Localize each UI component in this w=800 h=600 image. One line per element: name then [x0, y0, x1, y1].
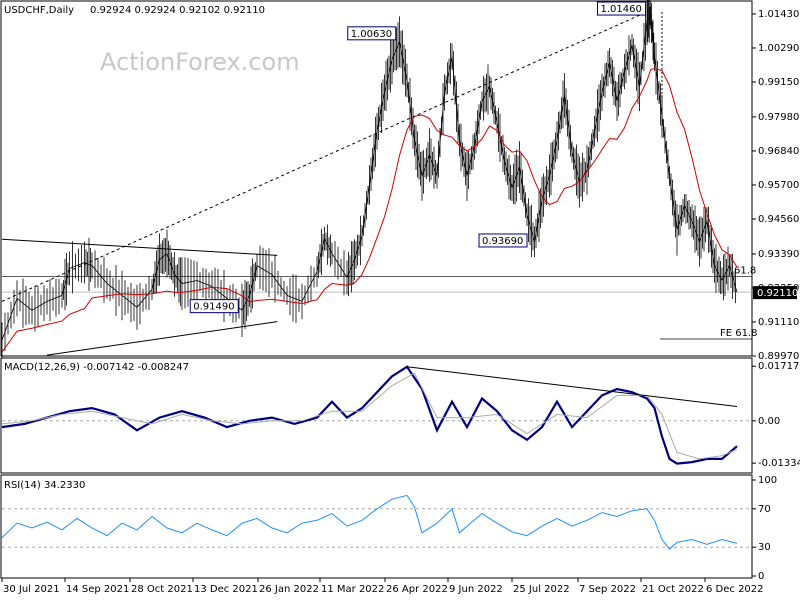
annotation-box: [189, 299, 239, 314]
rsi-title: RSI(14) 34.2330: [4, 480, 85, 491]
x-tick-label: 14 Sep 2021: [66, 584, 129, 595]
rsi-panel: RSI(14) 34.2330 100 70 30 0: [0, 474, 777, 582]
fib-61.8-label: 61.8: [734, 265, 756, 276]
annotation-0.93690: 0.93690: [478, 233, 528, 248]
price-title: USDCHF,Daily: [4, 5, 74, 16]
rsi-line: [1, 494, 738, 550]
macd-y-axis: 0.017176 0.00 -0.01334: [752, 361, 800, 469]
rsi-panel-frame: [0, 474, 753, 579]
price-y-tick-label: 0.96840: [758, 146, 799, 157]
price-panel: USDCHF,Daily 0.92924 0.92924 0.92102 0.9…: [0, 0, 799, 362]
price-y-tick-label: 0.95700: [758, 180, 799, 191]
price-y-tick-label: 0.91110: [758, 317, 799, 328]
date-x-axis: 30 Jul 2021 14 Sep 2021 28 Oct 2021 13 Dec …: [1, 578, 764, 595]
annotation-label: 0.93690: [482, 236, 523, 247]
rsi-y-tick-label: 70: [758, 504, 771, 515]
annotation-0.91490: 0.91490: [189, 299, 239, 314]
annotation-label: 1.01460: [601, 4, 642, 15]
triangle-lower-line: [46, 321, 278, 356]
x-tick-label: 13 Dec 2021: [194, 584, 258, 595]
macd-plot: [1, 365, 752, 465]
macd-line: [1, 365, 738, 465]
macd-panel-frame: [0, 357, 753, 474]
x-tick-label: 6 Dec 2022: [706, 584, 764, 595]
annotation-1.01460: 1.01460: [597, 1, 646, 16]
watermark: ActionForex.com: [100, 48, 300, 76]
price-y-tick-label: 0.93390: [758, 249, 799, 260]
annotation-box: [478, 233, 528, 248]
rsi-plot: [1, 494, 752, 550]
x-tick-label: 25 Jul 2022: [513, 584, 570, 595]
triangle-upper-line: [1, 238, 278, 256]
annotation-label: 1.00630: [351, 29, 392, 40]
price-y-tick-label: 0.99150: [758, 77, 799, 88]
price-y-axis: 1.01430 1.00290 0.99150 0.97980 0.96840 0.957…: [752, 9, 799, 362]
x-tick-label: 26 Apr 2022: [386, 584, 448, 595]
macd-y-tick-label: 0.00: [758, 416, 780, 427]
fe-61.8-label: FE 61.8: [720, 328, 758, 339]
macd-trendline: [406, 366, 738, 407]
annotation-box: [347, 26, 397, 41]
moving-average-line: [1, 68, 738, 353]
x-tick-label: 21 Oct 2022: [642, 584, 704, 595]
x-tick-label: 7 Sep 2022: [579, 584, 636, 595]
x-tick-label: 26 Jan 2022: [259, 584, 319, 595]
macd-y-tick-label: 0.017176: [758, 361, 800, 372]
x-tick-label: 28 Oct 2021: [131, 584, 193, 595]
x-tick-label: 11 Mar 2022: [321, 584, 384, 595]
signal-line: [1, 372, 738, 460]
price-y-tick-label: 1.01430: [758, 9, 799, 20]
price-ohlc: 0.92924 0.92924 0.92102 0.92110: [90, 5, 265, 16]
price-y-tick-label: 1.00290: [758, 43, 799, 54]
price-panel-frame: [0, 0, 753, 357]
macd-panel: MACD(12,26,9) -0.007142 -0.008247 0.0171…: [0, 357, 800, 474]
price-path: [1, 13, 738, 341]
rsi-y-tick-label: 0: [758, 571, 764, 582]
annotation-1.00630: 1.00630: [347, 26, 397, 41]
price-y-tick-label: 0.89970: [758, 351, 799, 362]
annotation-box: [597, 1, 646, 16]
x-tick-label: 30 Jul 2021: [3, 584, 60, 595]
current-price-label: 0.92110: [757, 288, 798, 299]
dotted-trendline: [1, 11, 648, 302]
macd-y-tick-label: -0.01334: [758, 458, 800, 469]
rsi-y-tick-label: 100: [758, 475, 777, 486]
price-plot: 61.8 FE 61.8 1.01460 1.00630 0.93690 0.91490: [1, 0, 758, 358]
rsi-y-axis: 100 70 30 0: [752, 475, 777, 582]
current-price-tag: [753, 286, 797, 300]
x-tick-label: 9 Jun 2022: [449, 584, 503, 595]
annotation-label: 0.91490: [193, 302, 234, 313]
price-y-tick-label: 0.97980: [758, 112, 799, 123]
macd-title: MACD(12,26,9) -0.007142 -0.008247: [4, 362, 189, 373]
rsi-y-tick-label: 30: [758, 542, 771, 553]
price-y-tick-label: 0.94560: [758, 214, 799, 225]
